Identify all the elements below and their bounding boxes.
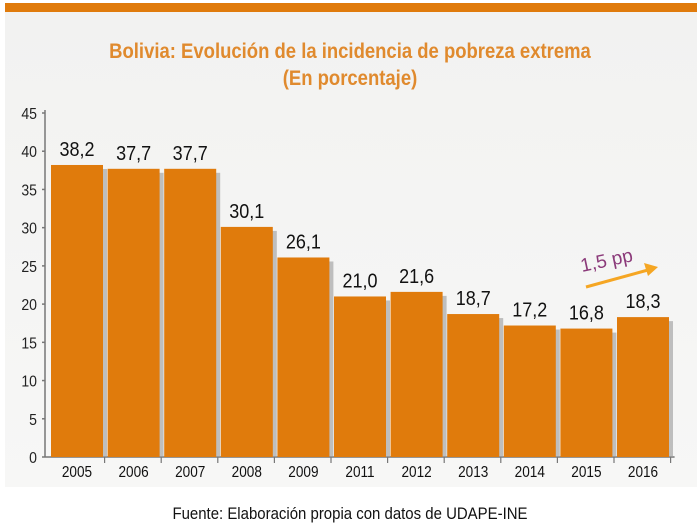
bar-value-label: 18,3 bbox=[625, 291, 660, 313]
bar-value-label: 30,1 bbox=[229, 201, 264, 223]
bar bbox=[560, 328, 613, 457]
y-tick-label: 45 bbox=[21, 105, 37, 123]
bar-value-label: 17,2 bbox=[512, 300, 547, 322]
bar-value-label: 16,8 bbox=[569, 303, 604, 325]
x-tick-label: 2012 bbox=[401, 464, 431, 481]
annotation-arrow-head bbox=[644, 263, 658, 276]
bar-value-label: 21,6 bbox=[399, 266, 434, 288]
x-tick-label: 2016 bbox=[628, 464, 658, 481]
bar bbox=[447, 314, 500, 457]
bar bbox=[617, 317, 669, 457]
x-tick-label: 2015 bbox=[571, 464, 601, 481]
annotation-arrow-line bbox=[585, 268, 649, 289]
x-tick-label: 2011 bbox=[345, 464, 374, 481]
y-tick-label: 15 bbox=[21, 335, 37, 353]
top-accent-bar bbox=[5, 3, 697, 12]
bar-value-label: 37,7 bbox=[116, 143, 151, 165]
y-tick-label: 35 bbox=[21, 182, 37, 200]
bar bbox=[277, 257, 330, 457]
annotation-label: 1,5 pp bbox=[579, 245, 635, 277]
bar-value-label: 37,7 bbox=[173, 143, 208, 165]
chart-title: Bolivia: Evolución de la incidencia de p… bbox=[109, 40, 591, 63]
x-tick-label: 2006 bbox=[118, 464, 148, 481]
chart-title-block: Bolivia: Evolución de la incidencia de p… bbox=[42, 38, 658, 92]
y-tick-label: 40 bbox=[21, 143, 37, 161]
bar bbox=[503, 325, 556, 457]
bar bbox=[107, 168, 160, 457]
bar-value-label: 21,0 bbox=[342, 271, 377, 293]
chart-subtitle: (En porcentaje) bbox=[282, 67, 418, 90]
bar bbox=[164, 168, 217, 457]
bar bbox=[334, 296, 386, 457]
y-tick-label: 20 bbox=[21, 296, 37, 314]
y-tick-label: 0 bbox=[29, 449, 37, 467]
bar-value-label: 18,7 bbox=[456, 288, 491, 310]
y-tick-label: 30 bbox=[21, 220, 37, 238]
bar bbox=[51, 164, 103, 457]
x-tick-label: 2008 bbox=[232, 464, 262, 481]
bar bbox=[390, 291, 443, 457]
source-note: Fuente: Elaboración propia con datos de … bbox=[172, 504, 528, 523]
x-tick-label: 2005 bbox=[62, 464, 92, 481]
y-tick-label: 25 bbox=[21, 258, 37, 276]
bar-value-label: 26,1 bbox=[286, 232, 321, 254]
y-tick-label: 5 bbox=[29, 411, 37, 429]
x-tick-label: 2014 bbox=[515, 464, 545, 481]
x-tick-label: 2009 bbox=[288, 464, 318, 481]
bar-value-label: 38,2 bbox=[59, 139, 94, 161]
y-tick-label: 10 bbox=[21, 373, 37, 391]
x-tick-label: 2013 bbox=[458, 464, 488, 481]
x-tick-label: 2007 bbox=[175, 464, 205, 481]
bar bbox=[220, 226, 273, 457]
